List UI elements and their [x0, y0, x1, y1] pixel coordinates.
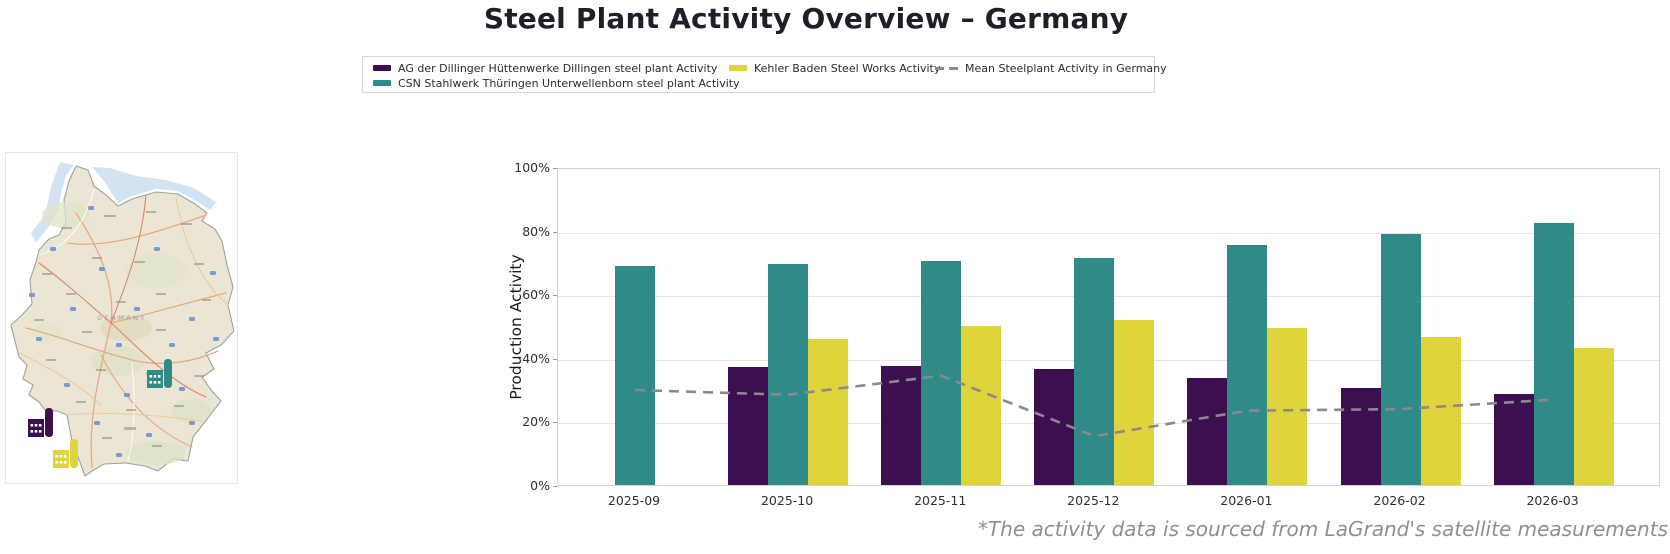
x-tick-label-2026-02: 2026-02: [1373, 493, 1426, 508]
road-network: [19, 188, 229, 468]
y-tick-mark: [553, 486, 557, 487]
legend-item-0: AG der Dillinger Hüttenwerke Dillingen s…: [373, 61, 717, 75]
y-axis-title: Production Activity: [507, 254, 525, 400]
factory-icon: [146, 358, 172, 388]
bar-series0-2025-11: [881, 365, 922, 485]
bar-series0-2026-02: [1340, 388, 1381, 485]
legend-label: Kehler Baden Steel Works Activity: [754, 61, 941, 75]
y-tick-mark: [553, 295, 557, 297]
bar-series0-2026-01: [1187, 378, 1228, 485]
baltic-sea-water: [92, 167, 216, 210]
bar-series2-2025-12: [1114, 319, 1155, 485]
y-tick-label-60: 60%: [522, 287, 550, 303]
bar-series1-2026-02: [1380, 233, 1421, 485]
x-tick-label-2025-12: 2025-12: [1067, 493, 1120, 508]
bar-series1-2025-12: [1074, 257, 1115, 485]
highway-shields: [29, 206, 219, 457]
legend-color-swatch: [373, 65, 391, 71]
y-tick-label-100: 100%: [514, 160, 550, 175]
footnote: *The activity data is sourced from LaGra…: [977, 517, 1668, 541]
legend-item-2: Kehler Baden Steel Works Activity: [729, 61, 940, 75]
mean-activity-polyline: [634, 374, 1554, 438]
bar-series2-2026-03: [1573, 348, 1614, 485]
y-tick-mark: [553, 231, 557, 233]
mean-activity-line: [634, 374, 1554, 438]
y-tick-mark: [553, 168, 557, 169]
bar-series2-2026-02: [1420, 337, 1461, 485]
y-tick-label-0: 0%: [530, 478, 550, 493]
page-title: Steel Plant Activity Overview – Germany: [483, 2, 1129, 35]
x-tick-label-2026-03: 2026-03: [1526, 493, 1579, 508]
bar-series2-2026-01: [1267, 327, 1308, 485]
x-tick-label-2026-01: 2026-01: [1220, 493, 1273, 508]
gridline-80: [558, 232, 1659, 234]
chart-legend: AG der Dillinger Hüttenwerke Dillingen s…: [362, 56, 1167, 93]
germany-map: GERMANY: [5, 152, 238, 484]
x-tick-label-2025-09: 2025-09: [607, 493, 661, 508]
y-tick-mark: [553, 358, 557, 360]
y-tick-label-40: 40%: [522, 350, 550, 366]
bar-series1-2026-03: [1533, 222, 1574, 485]
legend-item-3: Mean Steelplant Activity in Germany: [935, 61, 1167, 75]
legend-label: AG der Dillinger Hüttenwerke Dillingen s…: [398, 61, 718, 75]
bar-series1-2025-09: [615, 265, 655, 485]
legend-item-1: CSN Stahlwerk Thüringen Unterwellenborn …: [373, 76, 740, 90]
country-label: GERMANY: [97, 314, 147, 322]
bar-series1-2026-01: [1227, 244, 1268, 485]
bar-series1-2025-10: [768, 264, 809, 485]
legend-color-swatch: [729, 65, 747, 71]
y-tick-label-20: 20%: [522, 414, 550, 430]
legend-label: Mean Steelplant Activity in Germany: [965, 61, 1167, 75]
legend-label: CSN Stahlwerk Thüringen Unterwellenborn …: [398, 76, 740, 90]
factory-icon: [53, 439, 79, 469]
town-label-specks: [34, 211, 211, 447]
legend-dashed-line-swatch: [935, 66, 958, 70]
legend-color-swatch: [373, 80, 391, 86]
bar-series2-2025-10: [808, 338, 849, 485]
y-tick-mark: [553, 422, 557, 424]
bar-chart-plot-area: [557, 168, 1660, 486]
bar-series0-2025-10: [728, 367, 769, 485]
bar-series1-2025-11: [921, 260, 962, 485]
germany-map-graphic: GERMANY: [10, 162, 235, 477]
bar-series2-2025-11: [961, 326, 1002, 485]
bar-series0-2026-03: [1493, 394, 1534, 485]
x-tick-label-2025-11: 2025-11: [914, 493, 967, 508]
x-tick-label-2025-10: 2025-10: [760, 493, 814, 508]
factory-icon: [27, 408, 53, 438]
y-tick-label-80: 80%: [522, 223, 550, 239]
north-sea-water: [31, 162, 74, 243]
